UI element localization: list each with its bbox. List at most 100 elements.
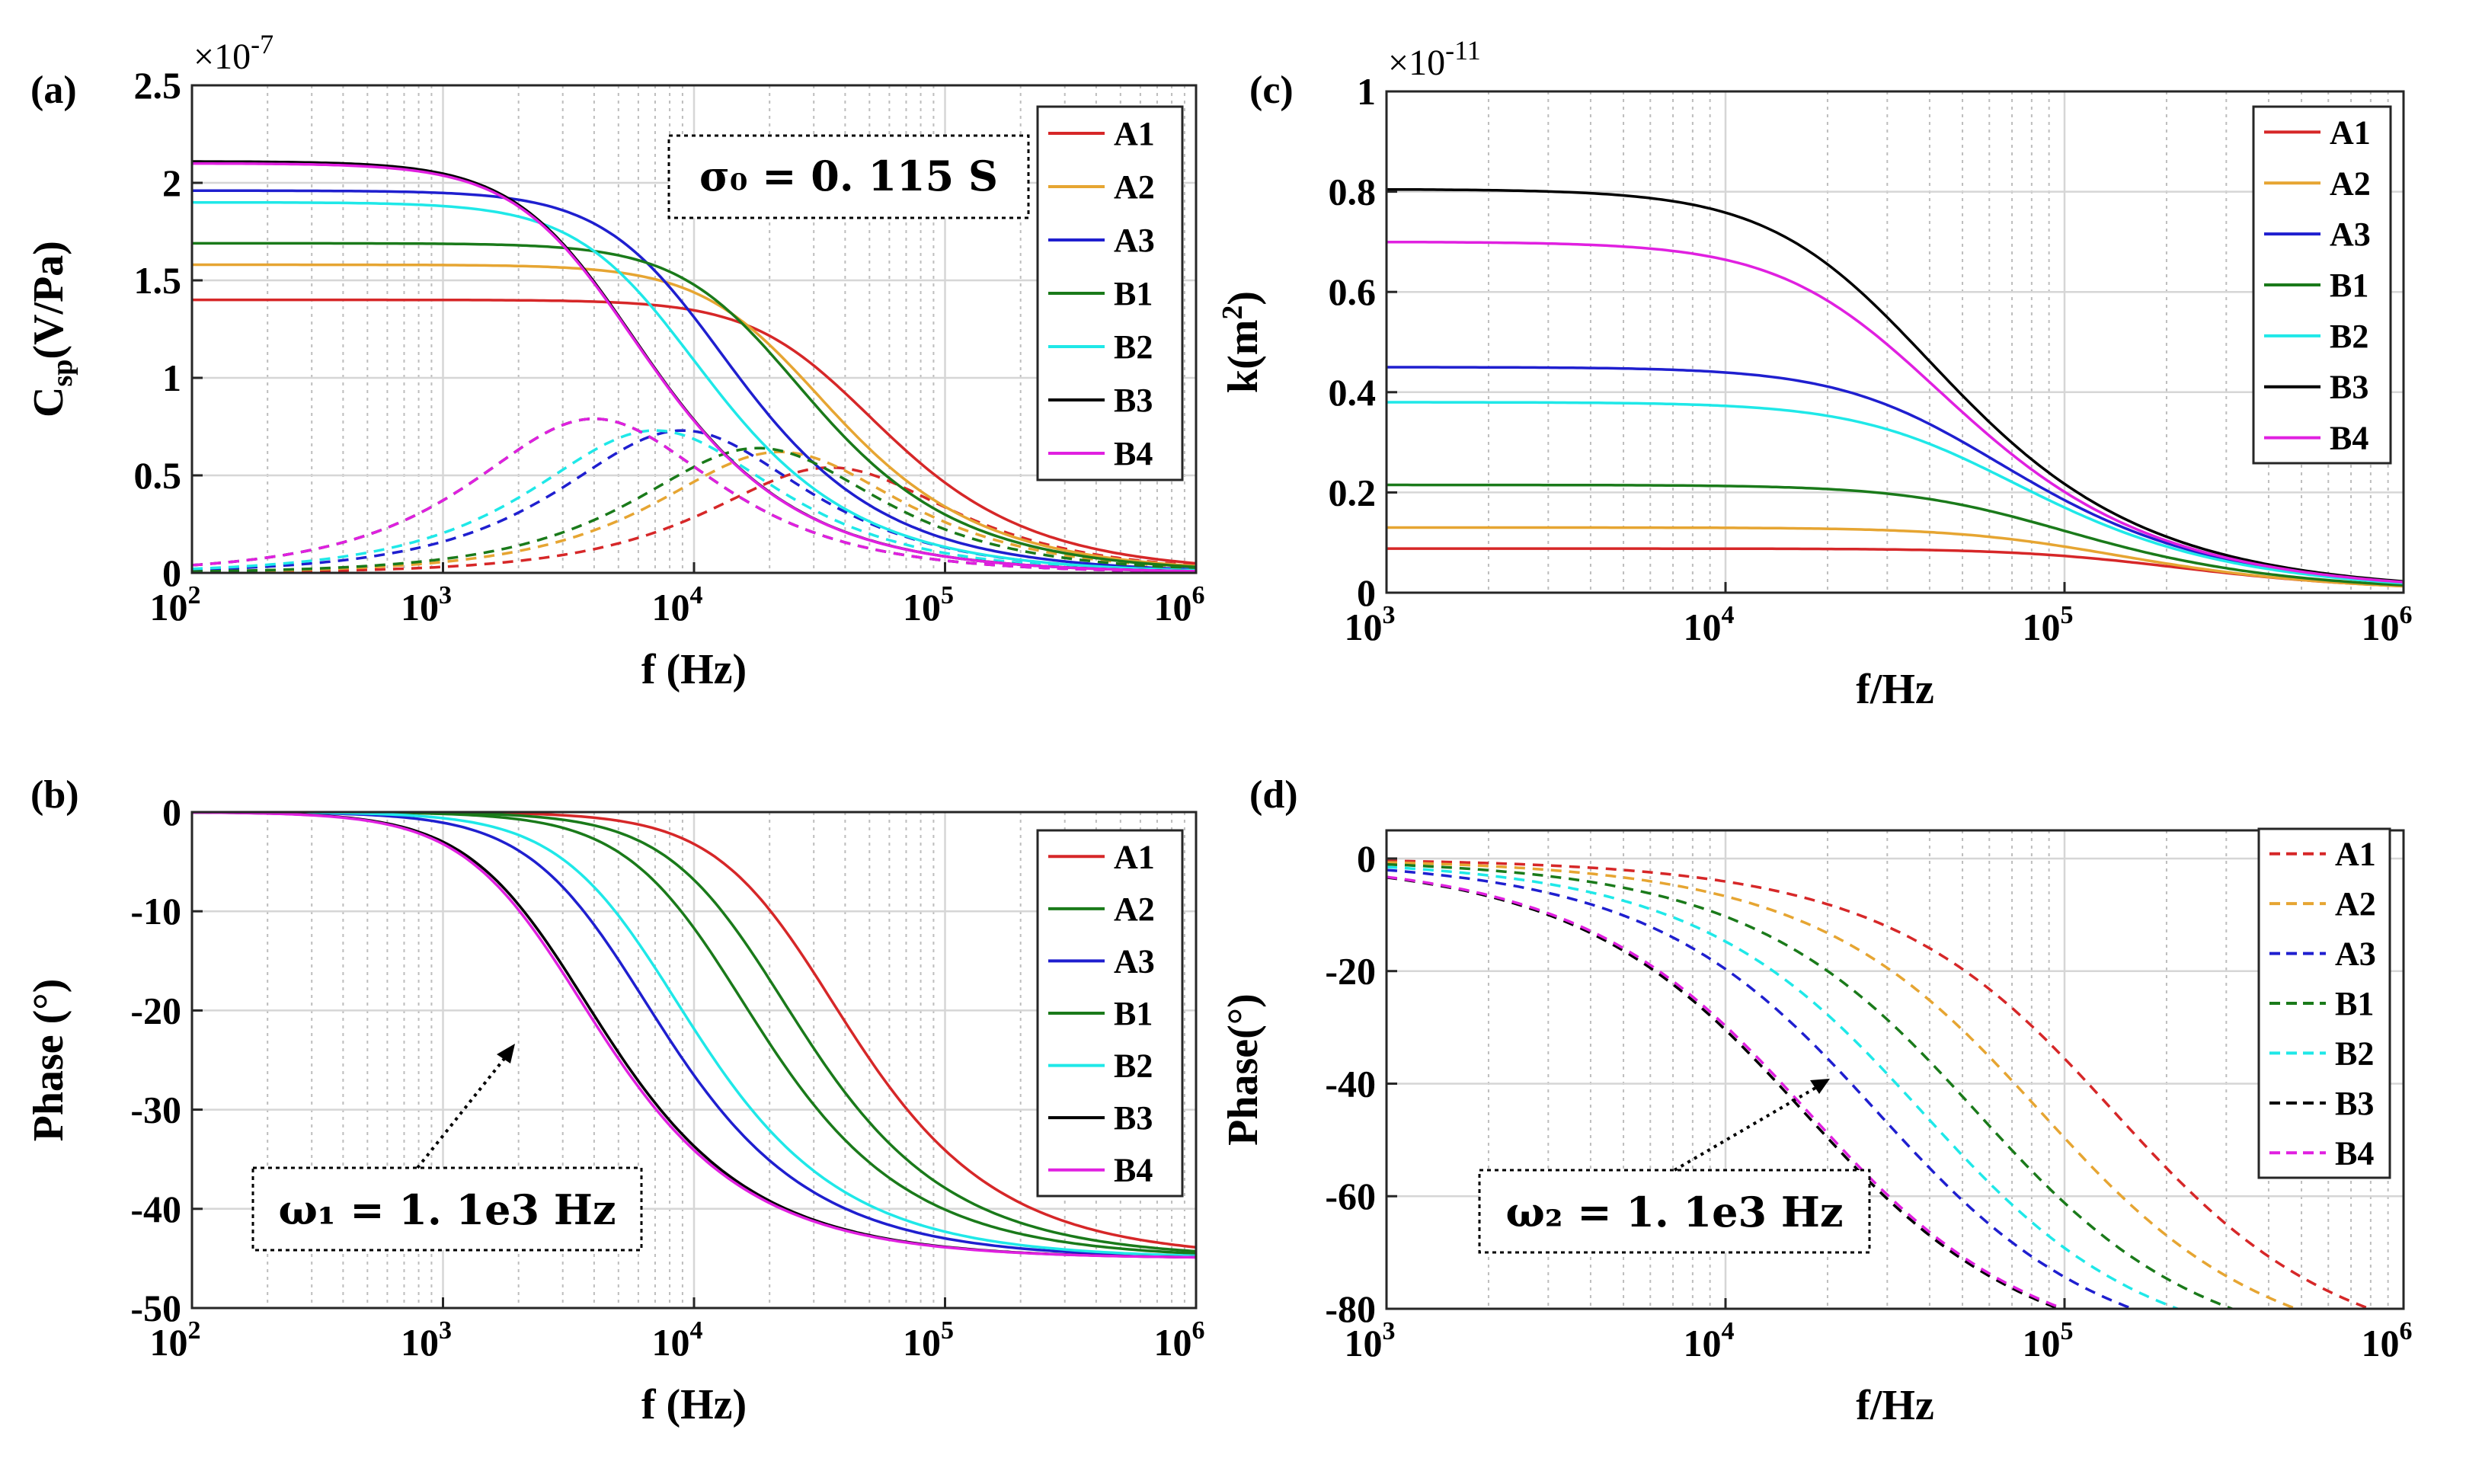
x-tick-label: 104 [1684,601,1735,648]
annotation-arrowhead [1810,1079,1830,1094]
x-axis-label: f/Hz [1856,1382,1934,1429]
y-tick-label: 0 [1357,571,1376,614]
y-tick-label: 2.5 [134,64,182,107]
series-line-b1 [192,241,1196,568]
x-tick-label: 103 [1345,601,1396,648]
y-tick-label: -10 [130,890,181,932]
series-line-a1 [192,298,1196,565]
legend: A1 A2 A3 B1 B2 B3 B4 [1036,829,1184,1198]
annotation-arrow [1673,1083,1822,1172]
series-line-a3-dashed [192,429,1196,572]
legend-label: B1 [1114,995,1153,1032]
y-axis-label: k(m2) [1217,291,1267,393]
panel-label: (c) [1249,69,1294,112]
x-tick-label: 106 [2362,1317,2413,1364]
series-lines [1387,859,2374,1309]
grid [1387,90,2404,594]
panel-b: 102 103 104 105 106 -50 -40 -30 -20 -10 0 f (Hz) Pha… [25,773,1205,1428]
legend-label: B4 [2335,1134,2374,1172]
legend-label: A3 [2335,935,2376,973]
legend-label: B4 [2330,420,2368,457]
series-line-a2 [1387,526,2404,588]
series-line-b4 [1387,875,2068,1309]
series-line-b3 [1387,876,2063,1309]
legend-label: A2 [2330,165,2371,202]
axes-frame [1385,90,2405,594]
annotations: σ₀ = 0. 115 S ω₁ = 1. 1e3 Hz ω₂ = 1. 1e3 H… [251,134,1871,1254]
legend-label: A1 [2330,114,2371,151]
x-tick-label: 105 [2023,1317,2074,1364]
legend-label: B3 [2330,369,2368,406]
legend-label: B2 [1114,1047,1153,1085]
annotation-text: ω₁ = 1. 1e3 Hz [278,1185,616,1234]
y-axis-label: Csp(V/Pa) [25,241,78,417]
y-axis-label: Phase (°) [25,979,72,1142]
series-line-b2 [1387,401,2404,585]
legend-label: A3 [2330,216,2371,253]
x-tick-label: 104 [652,1316,703,1364]
legend-label: A2 [2335,885,2376,923]
series-line-a3 [1387,868,2137,1309]
y-tick-label: 0.6 [1329,270,1377,313]
x-tick-label: 104 [652,581,703,628]
annotation-text: σ₀ = 0. 115 S [699,152,998,200]
x-tick-label: 106 [1154,1316,1205,1364]
series-line-b2 [192,812,1196,1258]
x-tick-label: 105 [903,1316,954,1364]
y-tick-label: -60 [1325,1175,1376,1217]
series-line-a3 [1387,366,2404,584]
panel-label: (b) [30,773,79,817]
x-axis-label: f (Hz) [641,1381,747,1428]
legend-label: B4 [1114,1152,1153,1189]
legend-label: A2 [1114,891,1155,928]
annotation-box [251,1166,643,1252]
series-line-b2-dashed [192,429,1196,573]
y-tick-label: 1 [162,357,181,399]
panel-d: 103 104 105 106 -80 -60 -40 -20 0 f/Hz Phase(°) (d)… [1220,773,2413,1429]
x-tick-label: 106 [2362,601,2413,648]
annotation-box [667,134,1030,219]
legend-label: A1 [1114,838,1155,875]
y-tick-label: 1 [1357,70,1376,113]
legend-label: A3 [1114,942,1155,980]
legend-label: A3 [1114,222,1155,259]
legend-label: B2 [2330,318,2368,355]
legend-label: B4 [1114,435,1153,472]
legend: A1 A2 A3 B1 B2 B3 B4 [1036,105,1184,481]
legend-label: A2 [1114,168,1155,206]
legend-label: B3 [1114,382,1153,419]
y-tick-label: -40 [130,1188,181,1230]
legend-label: B1 [2335,985,2374,1022]
series-line-a3 [192,189,1196,571]
series-line-a1-dashed [192,466,1196,573]
legend-label: A1 [1114,115,1155,152]
series-line-b2 [1387,865,2182,1309]
x-axis-label: f (Hz) [641,646,747,693]
axes-frame [1385,829,2405,1310]
x-tick-label: 103 [401,581,452,628]
annotation-arrow [416,1051,510,1169]
series-line-b1 [1387,483,2404,587]
legend: A1 A2 A3 B1 B2 B3 B4 [2257,827,2391,1179]
series-line-b4 [192,162,1196,573]
legend-label: B2 [2335,1035,2374,1072]
x-tick-label: 102 [150,1316,201,1364]
panel-label: (d) [1249,773,1298,817]
legend-label: B1 [2330,267,2368,304]
series-line-a2 [192,263,1196,568]
y-tick-label: -50 [130,1287,181,1329]
x-tick-label: 103 [1345,1317,1396,1364]
series-line-b3 [1387,187,2404,583]
panel-c: 103 104 105 106 0 0.2 0.4 0.6 0.8 1 ×10-11 f/Hz k(m2… [1217,35,2413,713]
y-tick-label: 0.4 [1329,371,1377,414]
y-tick-label: -30 [130,1089,181,1131]
x-tick-label: 103 [401,1316,452,1364]
panel-label: (a) [30,69,77,112]
x-tick-label: 105 [2023,601,2074,648]
x-tick-label: 102 [150,581,201,628]
x-tick-label: 104 [1684,1317,1735,1364]
y-tick-label: 0 [1357,837,1376,880]
series-line-a2 [1387,861,2301,1309]
y-tick-label: 0 [162,791,181,833]
legend-label: B3 [1114,1099,1153,1137]
